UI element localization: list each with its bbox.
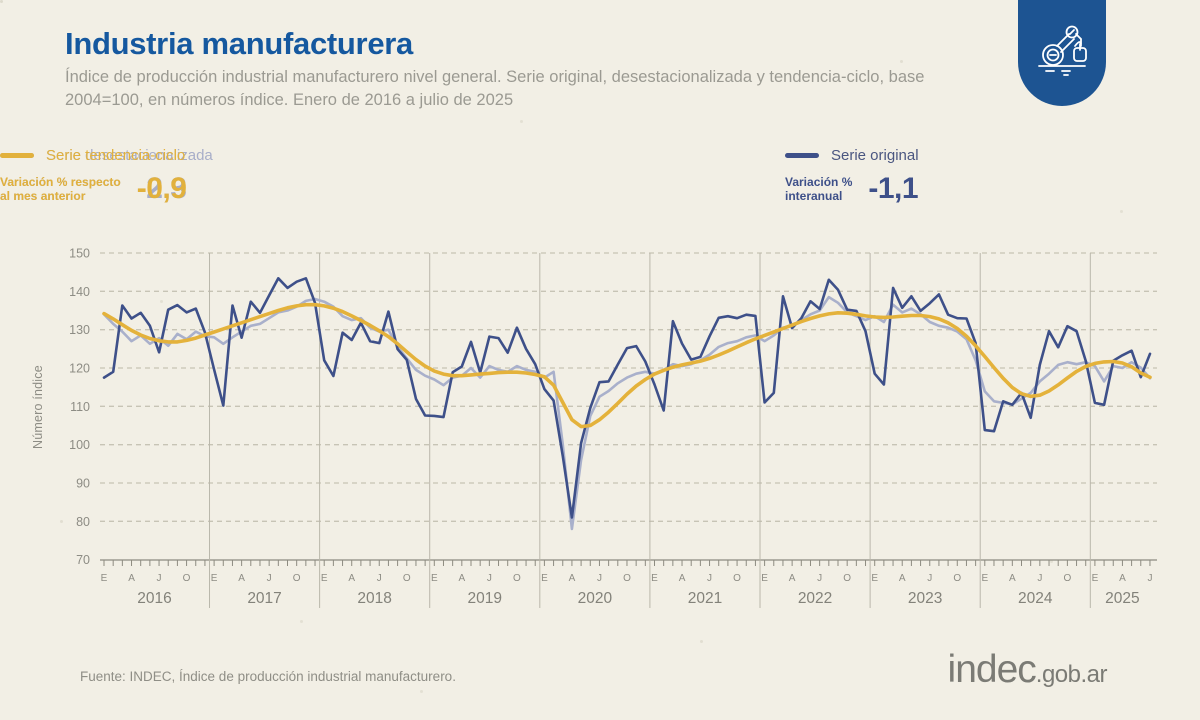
- month-letter: A: [899, 573, 906, 584]
- month-letter: A: [128, 573, 135, 584]
- legend-series-name-original: Serie original: [831, 146, 919, 164]
- month-letter: A: [348, 573, 355, 584]
- month-letter: J: [487, 573, 492, 584]
- legend-series-name-desestacionalizada: Serie desestacionalizada: [46, 146, 213, 164]
- month-letter: O: [403, 573, 411, 584]
- legend-stat-value-tendencia: -0,9: [136, 172, 187, 205]
- legend-item-tendencia: Serie tendencia-ciclo Variación % respec…: [0, 146, 187, 206]
- year-label: 2023: [908, 590, 942, 607]
- year-label: 2020: [578, 590, 613, 607]
- month-letter: J: [1147, 573, 1152, 584]
- month-letter: E: [761, 573, 768, 584]
- year-label: 2024: [1018, 590, 1053, 607]
- y-tick-label: 70: [76, 553, 90, 567]
- month-letter: E: [431, 573, 438, 584]
- page-subtitle: Índice de producción industrial manufact…: [65, 68, 925, 110]
- y-tick-label: 120: [69, 361, 90, 375]
- indec-logo: indec .gob.ar: [947, 648, 1108, 692]
- month-letter: A: [1009, 573, 1016, 584]
- source-note: Fuente: INDEC, Índice de producción indu…: [80, 669, 456, 684]
- y-tick-label: 100: [69, 438, 90, 452]
- month-letter: O: [513, 573, 521, 584]
- legend-series-name-tendencia: Serie tendencia-ciclo: [46, 146, 186, 164]
- year-label: 2019: [468, 590, 502, 607]
- y-tick-label: 80: [76, 515, 90, 529]
- month-letter: A: [679, 573, 686, 584]
- month-letter: A: [458, 573, 465, 584]
- legend-swatch-tendencia: [0, 152, 34, 158]
- month-letter: E: [541, 573, 548, 584]
- month-letter: E: [981, 573, 988, 584]
- month-letter: O: [843, 573, 851, 584]
- month-letter: J: [267, 573, 272, 584]
- month-letter: E: [871, 573, 878, 584]
- legend-stat-label-original: Variación % interanual: [785, 174, 853, 203]
- legend-item-desestacionalizada: Serie desestacionalizada Variación % res…: [0, 146, 213, 206]
- month-letter: J: [1037, 573, 1042, 584]
- robot-arm-icon: [1031, 23, 1093, 84]
- month-letter: E: [321, 573, 328, 584]
- year-label: 2022: [798, 590, 832, 607]
- indec-logo-text: indec: [947, 648, 1037, 691]
- legend-stat-label-tendencia: Variación % respecto al mes anterior: [0, 174, 121, 203]
- month-letter: E: [651, 573, 658, 584]
- indec-badge: [1018, 0, 1106, 106]
- year-label: 2025: [1105, 590, 1139, 607]
- legend-swatch-original: [785, 152, 819, 158]
- month-letter: A: [1119, 573, 1126, 584]
- month-letter: J: [927, 573, 932, 584]
- month-letter: O: [623, 573, 631, 584]
- y-tick-label: 130: [69, 323, 90, 337]
- legend-stat-label-desestacionalizada: Variación % respecto al mes anterior: [0, 174, 121, 203]
- y-tick-label: 150: [69, 247, 90, 261]
- month-letter: A: [569, 573, 576, 584]
- month-letter: A: [238, 573, 245, 584]
- y-tick-label: 140: [69, 285, 90, 299]
- y-tick-label: 90: [76, 476, 90, 490]
- year-label: 2021: [688, 590, 722, 607]
- month-letter: O: [953, 573, 961, 584]
- month-letter: O: [293, 573, 301, 584]
- page-title: Industria manufacturera: [65, 26, 413, 61]
- legend-stat-value-desestacionalizada: -2,3: [136, 172, 187, 205]
- month-letter: O: [1063, 573, 1071, 584]
- series-desestacionalizada-line: [102, 295, 1152, 531]
- month-letter: A: [789, 573, 796, 584]
- series-original-line: [102, 276, 1152, 519]
- legend-stat-value-original: -1,1: [868, 172, 919, 205]
- month-letter: E: [211, 573, 218, 584]
- y-tick-label: 110: [70, 400, 90, 414]
- month-letter: O: [183, 573, 191, 584]
- month-letter: J: [707, 573, 712, 584]
- series-tendencia-ciclo-line: [102, 302, 1152, 429]
- year-label: 2016: [137, 590, 171, 607]
- year-label: 2018: [357, 590, 391, 607]
- month-letter: E: [1092, 573, 1099, 584]
- year-label: 2017: [247, 590, 281, 607]
- indec-logo-suffix: .gob.ar: [1035, 661, 1108, 688]
- month-letter: O: [733, 573, 741, 584]
- month-letter: J: [817, 573, 822, 584]
- month-letter: J: [597, 573, 602, 584]
- legend-item-original: Serie original Variación % interanual -1,…: [785, 146, 919, 206]
- month-letter: J: [157, 573, 162, 584]
- month-letter: E: [101, 573, 108, 584]
- month-letter: J: [377, 573, 382, 584]
